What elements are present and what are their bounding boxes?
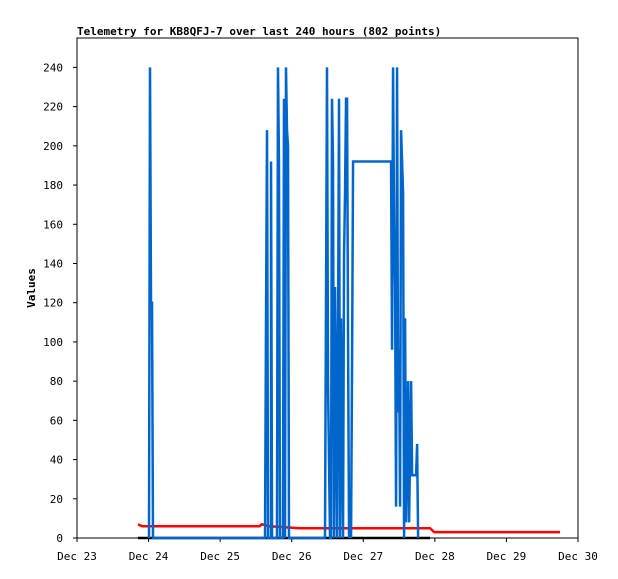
y-tick-label: 220 bbox=[43, 101, 63, 114]
x-tick-label: Dec 24 bbox=[129, 550, 169, 563]
y-tick-label: 20 bbox=[50, 493, 63, 506]
data-line bbox=[147, 67, 420, 540]
x-tick-label: Dec 30 bbox=[558, 550, 598, 563]
x-tick-label: Dec 23 bbox=[57, 550, 97, 563]
y-axis-label: Values bbox=[25, 268, 38, 308]
y-tick-label: 140 bbox=[43, 257, 63, 270]
y-tick-label: 180 bbox=[43, 179, 63, 192]
y-tick-label: 160 bbox=[43, 218, 63, 231]
y-tick-label: 60 bbox=[50, 414, 63, 427]
x-tick-label: Dec 28 bbox=[415, 550, 455, 563]
y-tick-label: 40 bbox=[50, 454, 63, 467]
x-tick-label: Dec 29 bbox=[487, 550, 527, 563]
y-tick-label: 240 bbox=[43, 61, 63, 74]
y-tick-label: 100 bbox=[43, 336, 63, 349]
x-tick-label: Dec 27 bbox=[343, 550, 383, 563]
y-tick-label: 120 bbox=[43, 297, 63, 310]
y-tick-label: 80 bbox=[50, 375, 63, 388]
x-tick-label: Dec 26 bbox=[272, 550, 312, 563]
y-tick-label: 0 bbox=[56, 532, 63, 545]
y-tick-label: 200 bbox=[43, 140, 63, 153]
chart-title: Telemetry for KB8QFJ-7 over last 240 hou… bbox=[77, 25, 441, 38]
x-tick-label: Dec 25 bbox=[200, 550, 240, 563]
